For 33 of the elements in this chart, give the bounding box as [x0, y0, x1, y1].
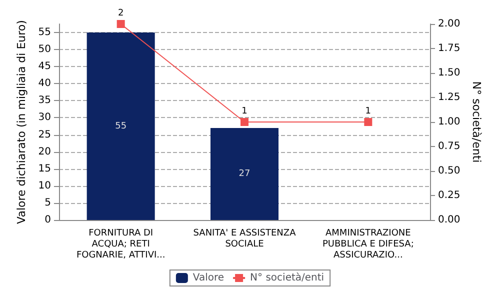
y-tick-label: 55: [38, 27, 51, 38]
y2-tick-label: 0.25: [438, 190, 460, 201]
y2-tick-label: 0.50: [438, 166, 460, 176]
x-tick-label: FORNITURA DI ACQUA; RETI FOGNARIE, ATTIVI...: [76, 228, 166, 260]
y2-tick-label: 0.00: [438, 214, 460, 226]
y2-tick-label: 1.50: [438, 68, 460, 78]
y-tick-label: 10: [38, 180, 51, 192]
y-tick-label: 30: [38, 112, 51, 124]
y-tick-label: 20: [38, 146, 51, 158]
data-label: 2: [118, 8, 124, 18]
y2-tick-label: 1.25: [438, 92, 460, 103]
y2-axis-title: N° società/enti: [470, 81, 484, 163]
y-tick-label: 40: [38, 78, 51, 90]
y2-tick-label: 1.75: [438, 43, 460, 54]
y-tick-label: 50: [38, 44, 51, 56]
y2-tick-label: 1.00: [438, 116, 460, 128]
y-tick-label: 45: [38, 61, 51, 72]
y-axis-title: Valore dichiarato (in migliaia di Euro): [15, 20, 28, 224]
data-label: 1: [242, 106, 248, 116]
y-tick-label: 35: [38, 95, 51, 106]
legend-label: Valore: [192, 272, 224, 284]
x-tick-label: AMMINISTRAZIONE PUBBLICA E DIFESA; ASSICURAZIO...: [322, 228, 414, 260]
data-label: 1: [365, 106, 372, 116]
data-label: 55: [115, 121, 127, 132]
y2-tick-label: 2.00: [438, 18, 460, 30]
y-tick-label: 25: [38, 129, 51, 140]
y2-tick-label: 0.75: [438, 141, 460, 152]
y-tick-label: 0: [44, 214, 51, 226]
legend-label: N° società/enti: [250, 272, 324, 284]
x-tick-label: SANITA' E ASSISTENZA SOCIALE: [193, 228, 297, 250]
y-tick-label: 15: [38, 163, 51, 174]
data-label: 27: [238, 168, 250, 179]
y-tick-label: 5: [44, 197, 51, 208]
